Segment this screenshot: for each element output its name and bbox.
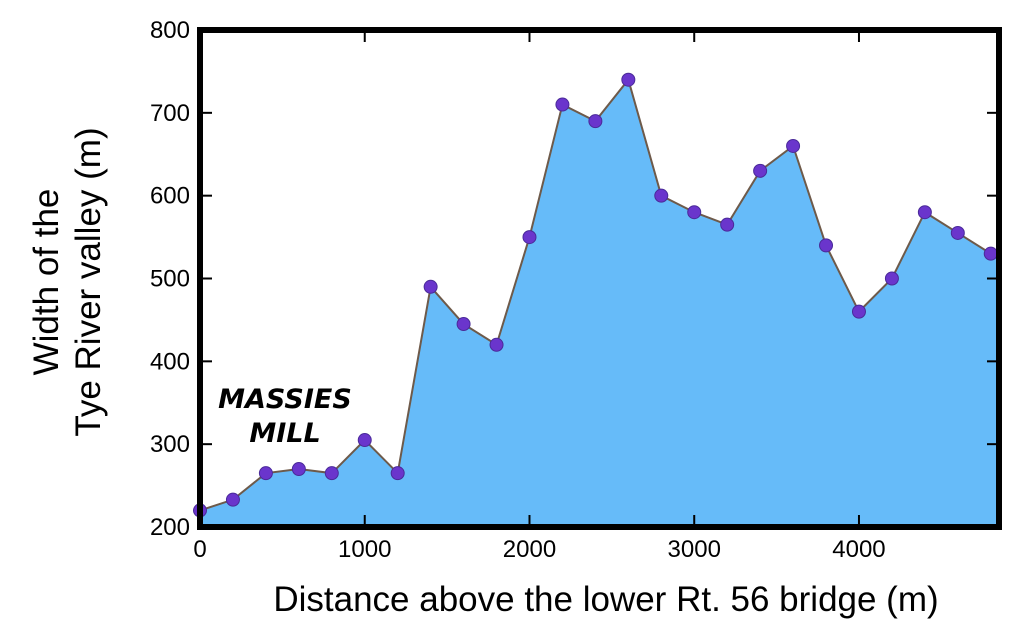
y-tick-label-2: 400	[150, 348, 190, 375]
data-point-11	[555, 97, 570, 112]
data-point-10	[522, 230, 537, 245]
data-point-20	[851, 304, 866, 319]
x-tick-label-2: 2000	[503, 536, 556, 563]
data-point-3	[291, 462, 306, 477]
data-point-21	[884, 271, 899, 286]
data-point-18	[786, 138, 801, 153]
data-point-12	[588, 114, 603, 129]
x-tick-label-1: 1000	[338, 536, 391, 563]
y-axis: 200 300 400 500 600 700 800	[150, 17, 999, 541]
data-point-19	[819, 238, 834, 253]
annotation-massies: MASSIES	[218, 384, 352, 415]
y-axis-title-line1: Width of the	[27, 189, 66, 376]
data-point-9	[489, 337, 504, 352]
data-point-8	[456, 317, 471, 332]
x-axis: 0 1000 2000 3000 4000	[193, 30, 886, 563]
data-markers	[193, 72, 998, 518]
x-axis-title: Distance above the lower Rt. 56 bridge (…	[273, 580, 938, 619]
data-point-1	[225, 492, 240, 507]
data-point-4	[324, 466, 339, 481]
data-point-13	[621, 72, 636, 87]
data-point-24	[983, 246, 998, 261]
y-tick-label-5: 700	[150, 100, 190, 127]
data-point-16	[720, 217, 735, 232]
y-tick-label-0: 200	[150, 514, 190, 541]
data-point-14	[654, 188, 669, 203]
plot-area	[193, 72, 999, 527]
y-axis-title-line2: Tye River valley (m)	[69, 127, 108, 436]
y-tick-label-4: 600	[150, 183, 190, 210]
data-point-15	[687, 205, 702, 220]
data-point-6	[390, 466, 405, 481]
y-tick-label-3: 500	[150, 266, 190, 293]
x-tick-label-3: 3000	[668, 536, 721, 563]
x-tick-label-0: 0	[193, 536, 206, 563]
y-tick-label-6: 800	[150, 17, 190, 44]
y-axis-title: Width of the Tye River valley (m)	[27, 127, 108, 436]
y-tick-label-1: 300	[150, 431, 190, 458]
area-fill	[200, 79, 999, 527]
data-point-7	[423, 279, 438, 294]
data-point-23	[950, 225, 965, 240]
data-point-22	[917, 205, 932, 220]
data-point-17	[753, 163, 768, 178]
data-point-5	[357, 433, 372, 448]
x-tick-label-4: 4000	[832, 536, 885, 563]
annotation-mill: MILL	[249, 418, 320, 449]
data-point-2	[258, 466, 273, 481]
